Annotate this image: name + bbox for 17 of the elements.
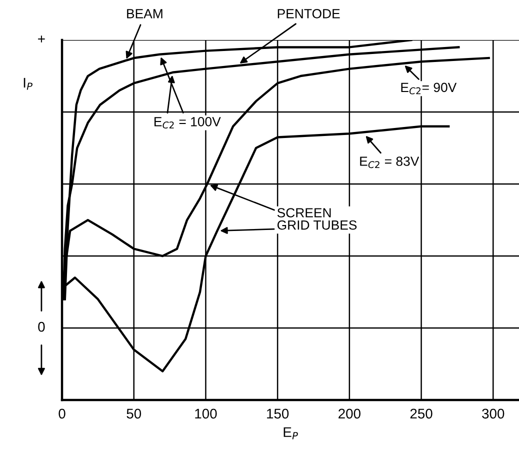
x-tick-label: 150 xyxy=(267,408,289,419)
x-tick-label: 50 xyxy=(126,408,142,419)
text: + xyxy=(38,36,45,42)
annotation: BEAM xyxy=(127,9,162,18)
annotation: E$_{C2}$= 90V xyxy=(401,82,457,94)
annotation: E$_{C2}$ = 100V xyxy=(154,116,221,128)
x-tick-label: 300 xyxy=(482,408,504,419)
x-axis-title: E$_{P}$ xyxy=(284,427,298,440)
x-tick-label: 250 xyxy=(410,408,432,419)
x-tick-label: 100 xyxy=(195,408,217,419)
text: 0 xyxy=(38,322,45,332)
annotation: E$_{C2}$ = 83V xyxy=(360,156,420,168)
y-axis-title: I$_{P}$ xyxy=(24,78,32,90)
x-tick-label: 200 xyxy=(338,408,360,419)
x-tick-label: 0 xyxy=(58,408,66,419)
annotation: SCREEN GRID TUBES xyxy=(277,208,357,230)
annotation: PENTODE xyxy=(278,9,340,18)
